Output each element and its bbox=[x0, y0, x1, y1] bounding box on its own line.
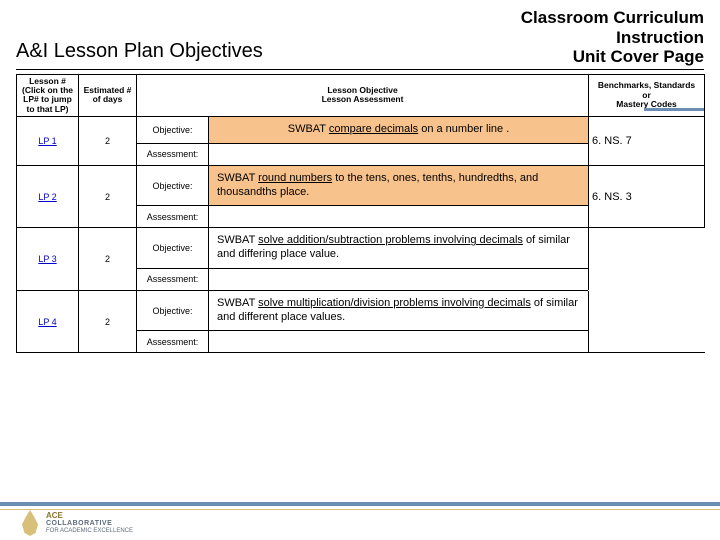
objective-text: SWBAT compare decimals on a number line … bbox=[209, 117, 589, 144]
assessment-label: Assessment: bbox=[137, 268, 209, 290]
assessment-label: Assessment: bbox=[137, 206, 209, 228]
flame-icon bbox=[20, 510, 40, 536]
benchmark-cell bbox=[589, 290, 705, 353]
footer-logo: ACE COLLABORATIVE FOR ACADEMIC EXCELLENC… bbox=[20, 510, 133, 536]
accent-bar bbox=[644, 108, 704, 111]
table-row: LP 3 2 Objective: SWBAT solve addition/s… bbox=[17, 228, 705, 269]
lp-link[interactable]: LP 2 bbox=[17, 165, 79, 228]
table-row: LP 2 2 Objective: SWBAT round numbers to… bbox=[17, 165, 705, 206]
assessment-label: Assessment: bbox=[137, 143, 209, 165]
logo-ace: ACE bbox=[46, 512, 133, 520]
header-objective: Lesson Objective Lesson Assessment bbox=[137, 74, 589, 116]
days-cell: 2 bbox=[79, 228, 137, 291]
assessment-text bbox=[209, 206, 589, 228]
objective-text: SWBAT solve multiplication/division prob… bbox=[209, 290, 589, 331]
header-days: Estimated # of days bbox=[79, 74, 137, 116]
assessment-label: Assessment: bbox=[137, 331, 209, 353]
table-row: LP 4 2 Objective: SWBAT solve multiplica… bbox=[17, 290, 705, 331]
benchmark-cell: 6. NS. 7 bbox=[589, 117, 705, 166]
objectives-table: Lesson # (Click on the LP# to jump to th… bbox=[16, 74, 705, 354]
lp-link[interactable]: LP 3 bbox=[17, 228, 79, 291]
objective-text: SWBAT round numbers to the tens, ones, t… bbox=[209, 165, 589, 206]
objective-text: SWBAT solve addition/subtraction problem… bbox=[209, 228, 589, 269]
objective-label: Objective: bbox=[137, 290, 209, 331]
table-body: LP 1 2 Objective: SWBAT compare decimals… bbox=[17, 117, 705, 353]
benchmark-cell: 6. NS. 3 bbox=[589, 165, 705, 228]
page-title-right: Classroom Curriculum Instruction Unit Co… bbox=[521, 8, 704, 67]
page-title-left: A&I Lesson Plan Objectives bbox=[16, 40, 263, 67]
table-row: LP 1 2 Objective: SWBAT compare decimals… bbox=[17, 117, 705, 144]
objective-label: Objective: bbox=[137, 117, 209, 144]
lp-link[interactable]: LP 1 bbox=[17, 117, 79, 166]
table-header-row: Lesson # (Click on the LP# to jump to th… bbox=[17, 74, 705, 116]
logo-collab: COLLABORATIVE bbox=[46, 520, 133, 527]
logo-text: ACE COLLABORATIVE FOR ACADEMIC EXCELLENC… bbox=[46, 512, 133, 534]
benchmark-cell bbox=[589, 228, 705, 291]
header-line-2: Instruction bbox=[521, 28, 704, 48]
assessment-text bbox=[209, 268, 589, 290]
header-line-1: Classroom Curriculum bbox=[521, 8, 704, 28]
objective-label: Objective: bbox=[137, 228, 209, 269]
logo-tagline: FOR ACADEMIC EXCELLENCE bbox=[46, 528, 133, 534]
title-underline bbox=[16, 69, 704, 70]
assessment-text bbox=[209, 331, 589, 353]
header-line-3: Unit Cover Page bbox=[521, 47, 704, 67]
lp-link[interactable]: LP 4 bbox=[17, 290, 79, 353]
assessment-text bbox=[209, 143, 589, 165]
objective-label: Objective: bbox=[137, 165, 209, 206]
footer-bar bbox=[0, 502, 720, 506]
days-cell: 2 bbox=[79, 290, 137, 353]
days-cell: 2 bbox=[79, 117, 137, 166]
header-lesson: Lesson # (Click on the LP# to jump to th… bbox=[17, 74, 79, 116]
days-cell: 2 bbox=[79, 165, 137, 228]
